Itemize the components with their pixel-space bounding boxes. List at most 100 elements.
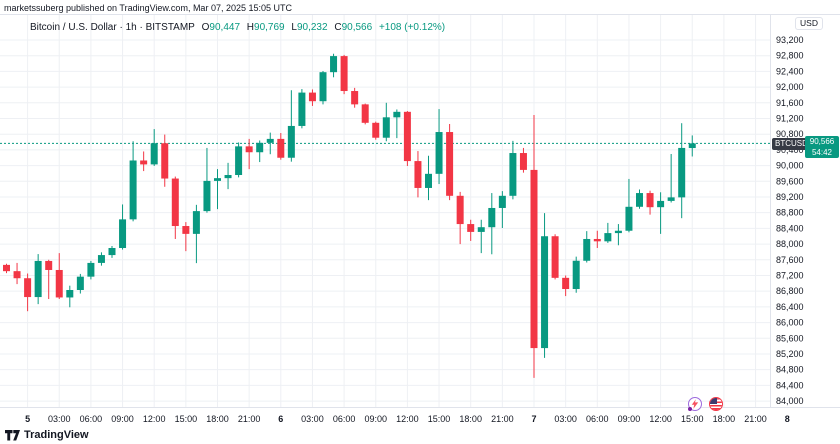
time-axis-label: 15:00 bbox=[175, 414, 198, 424]
candle-body bbox=[456, 195, 464, 225]
candle-body bbox=[319, 72, 327, 102]
time-axis-label: 09:00 bbox=[618, 414, 641, 424]
symbol-price-label: BTCUSD bbox=[772, 138, 811, 150]
time-axis-label: 09:00 bbox=[111, 414, 134, 424]
time-axis-label: 15:00 bbox=[428, 414, 451, 424]
candle-body bbox=[425, 173, 432, 188]
candle-body bbox=[97, 255, 105, 263]
candle-body bbox=[87, 262, 95, 277]
candle-body bbox=[76, 276, 84, 290]
candle-body bbox=[361, 104, 369, 123]
candle-body bbox=[551, 236, 559, 278]
candle-body bbox=[45, 260, 53, 270]
event-dot bbox=[688, 407, 692, 411]
time-axis-label: 21:00 bbox=[491, 414, 514, 424]
price-chart-canvas[interactable]: 93,200 92,800 92,400 92,000 91,600 91,200 90,8… bbox=[0, 15, 840, 444]
candle-body bbox=[678, 147, 686, 198]
time-axis-label: 7 bbox=[531, 414, 536, 424]
price-axis-label: 90,000 bbox=[776, 161, 804, 171]
price-axis-label: 87,200 bbox=[776, 270, 804, 280]
price-axis-label: 92,800 bbox=[776, 51, 804, 61]
candle-body bbox=[34, 260, 42, 298]
candle-body bbox=[256, 142, 264, 153]
chart-legend[interactable]: Bitcoin / U.S. Dollar · 1h · BITSTAMP O9… bbox=[30, 22, 445, 33]
candle-body bbox=[509, 153, 517, 196]
candle-body bbox=[235, 146, 243, 176]
price-axis-label: 84,800 bbox=[776, 365, 804, 375]
candle-body bbox=[150, 143, 158, 165]
candle-body bbox=[192, 211, 200, 234]
footer-branding[interactable]: TradingView bbox=[5, 429, 89, 441]
time-axis-label: 09:00 bbox=[364, 414, 387, 424]
candle-body bbox=[636, 193, 643, 207]
price-axis-label: 91,200 bbox=[776, 113, 804, 123]
time-axis-label: 18:00 bbox=[459, 414, 482, 424]
time-axis-label: 8 bbox=[785, 414, 790, 424]
candle-body bbox=[467, 224, 475, 232]
candle-body bbox=[604, 233, 612, 242]
currency-unit-button[interactable]: USD bbox=[795, 17, 823, 30]
tradingview-logo-icon bbox=[5, 429, 20, 440]
candle-body bbox=[498, 195, 506, 208]
last-price-badge: 90,566 54:42 bbox=[805, 136, 839, 158]
last-price-value: 90,566 bbox=[809, 137, 835, 146]
price-axis-label: 88,000 bbox=[776, 239, 804, 249]
candle-body bbox=[266, 138, 274, 143]
price-axis-label: 84,000 bbox=[776, 396, 804, 406]
time-axis-label: 6 bbox=[278, 414, 283, 424]
time-axis-label: 06:00 bbox=[333, 414, 356, 424]
candle-body bbox=[625, 206, 633, 231]
candle-body bbox=[245, 146, 253, 153]
price-axis-label: 85,600 bbox=[776, 333, 804, 343]
price-axis-label: 93,200 bbox=[776, 35, 804, 45]
attribution-text: marketssuberg published on TradingView.c… bbox=[4, 3, 292, 13]
time-axis-label: 03:00 bbox=[554, 414, 577, 424]
ohlc-close-label: C bbox=[334, 22, 342, 33]
price-axis-label: 91,600 bbox=[776, 98, 804, 108]
time-axis-label: 21:00 bbox=[238, 414, 261, 424]
candle-body bbox=[129, 160, 137, 220]
price-axis-label: 84,400 bbox=[776, 380, 804, 390]
price-axis-label: 85,200 bbox=[776, 349, 804, 359]
ohlc-high-value: 90,769 bbox=[254, 22, 285, 33]
price-axis-label: 90,800 bbox=[776, 129, 804, 139]
candle-body bbox=[298, 92, 306, 126]
candle-body bbox=[224, 175, 232, 179]
candle-body bbox=[646, 193, 654, 208]
time-axis-label: 06:00 bbox=[586, 414, 609, 424]
crypto-event-icon[interactable] bbox=[688, 397, 702, 411]
change-value: +108 (+0.12%) bbox=[378, 22, 446, 33]
candle-body bbox=[24, 278, 32, 298]
price-axis-label: 86,000 bbox=[776, 318, 804, 328]
candle-body bbox=[414, 161, 422, 188]
candle-body bbox=[477, 227, 485, 232]
chart-frame: 93,200 92,800 92,400 92,000 91,600 91,200 90,8… bbox=[0, 14, 840, 444]
price-axis-label: 89,600 bbox=[776, 176, 804, 186]
time-axis-label: 18:00 bbox=[206, 414, 229, 424]
ohlc-open-value: 90,447 bbox=[209, 22, 241, 33]
candle-body bbox=[393, 111, 401, 118]
candle-body bbox=[530, 169, 538, 349]
time-axis-label: 15:00 bbox=[681, 414, 704, 424]
us-economic-event-icon[interactable] bbox=[709, 397, 723, 411]
candle-body bbox=[340, 56, 348, 92]
time-axis-label: 03:00 bbox=[48, 414, 71, 424]
time-axis-label: 18:00 bbox=[713, 414, 736, 424]
candle-body bbox=[372, 122, 380, 138]
candle-body bbox=[519, 153, 527, 170]
candle-body bbox=[203, 180, 211, 212]
candle-body bbox=[488, 207, 496, 228]
candle-body bbox=[3, 264, 10, 272]
ohlc-close-value: 90,566 bbox=[341, 22, 373, 33]
price-axis-label: 86,400 bbox=[776, 302, 804, 312]
candle-body bbox=[541, 236, 549, 349]
candle-body bbox=[287, 125, 295, 158]
flag-canton bbox=[710, 398, 717, 404]
ohlc-high-label: H bbox=[246, 22, 255, 33]
candle-body bbox=[171, 178, 179, 227]
candle-body bbox=[614, 230, 622, 234]
price-axis-label: 92,000 bbox=[776, 82, 804, 92]
price-axis-label: 92,400 bbox=[776, 66, 804, 76]
candle-body bbox=[435, 132, 443, 174]
